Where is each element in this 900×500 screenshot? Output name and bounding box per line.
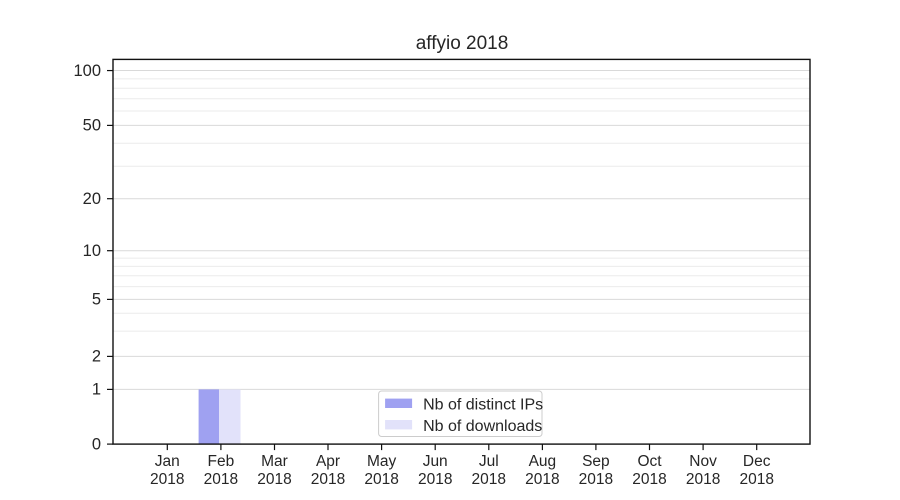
svg-text:0: 0 (92, 435, 101, 453)
svg-text:Jul: Jul (479, 453, 499, 470)
svg-text:Nb of distinct IPs: Nb of distinct IPs (423, 397, 543, 414)
svg-text:2018: 2018 (472, 471, 506, 488)
svg-text:2: 2 (92, 348, 101, 366)
svg-text:Feb: Feb (208, 453, 235, 470)
svg-text:1: 1 (92, 381, 101, 399)
svg-text:2018: 2018 (632, 471, 666, 488)
svg-text:Aug: Aug (529, 453, 557, 470)
svg-text:Dec: Dec (743, 453, 771, 470)
svg-text:Nov: Nov (689, 453, 717, 470)
svg-text:20: 20 (83, 190, 101, 208)
svg-text:2018: 2018 (686, 471, 720, 488)
svg-text:Apr: Apr (316, 453, 340, 470)
svg-text:2018: 2018 (525, 471, 559, 488)
svg-text:Jan: Jan (155, 453, 180, 470)
svg-text:Sep: Sep (582, 453, 610, 470)
svg-text:Oct: Oct (637, 453, 662, 470)
svg-text:affyio 2018: affyio 2018 (416, 33, 509, 54)
svg-text:5: 5 (92, 291, 101, 309)
svg-text:100: 100 (73, 62, 101, 80)
svg-text:May: May (367, 453, 397, 470)
svg-text:2018: 2018 (418, 471, 452, 488)
svg-text:2018: 2018 (204, 471, 238, 488)
svg-text:Jun: Jun (423, 453, 448, 470)
svg-text:50: 50 (83, 117, 101, 135)
svg-text:10: 10 (83, 242, 101, 260)
svg-text:Nb of downloads: Nb of downloads (423, 418, 542, 435)
svg-text:2018: 2018 (150, 471, 184, 488)
svg-text:2018: 2018 (311, 471, 345, 488)
svg-text:2018: 2018 (579, 471, 613, 488)
svg-text:2018: 2018 (739, 471, 773, 488)
svg-text:2018: 2018 (257, 471, 291, 488)
svg-text:Mar: Mar (261, 453, 288, 470)
svg-text:2018: 2018 (364, 471, 398, 488)
